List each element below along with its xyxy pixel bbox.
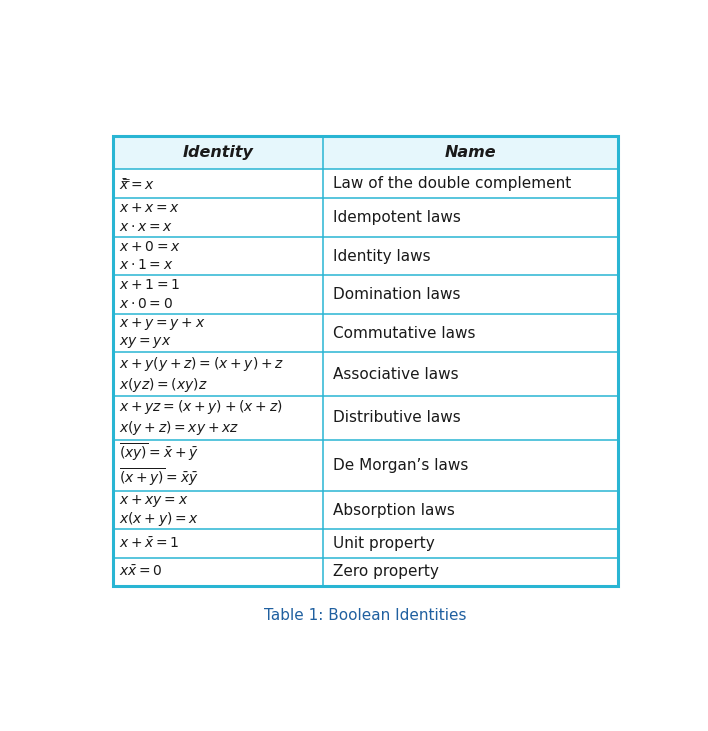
Text: $x+1=1$: $x+1=1$ — [119, 279, 180, 292]
Text: Absorption laws: Absorption laws — [333, 503, 455, 518]
Bar — [113, 135, 618, 586]
Text: Identity laws: Identity laws — [333, 249, 430, 264]
Text: $\overline{(x+y)}=\bar{x}\bar{y}$: $\overline{(x+y)}=\bar{x}\bar{y}$ — [119, 466, 198, 489]
Text: Commutative laws: Commutative laws — [333, 325, 475, 341]
Text: $x+xy=x$: $x+xy=x$ — [119, 493, 188, 509]
Text: $x(x+y)=x$: $x(x+y)=x$ — [119, 510, 199, 529]
Text: Distributive laws: Distributive laws — [333, 410, 460, 425]
Text: $=$: $=$ — [119, 174, 130, 184]
Text: $x+\bar{x}=1$: $x+\bar{x}=1$ — [119, 536, 179, 551]
Text: Identity: Identity — [183, 145, 253, 160]
Text: De Morgan’s laws: De Morgan’s laws — [333, 458, 468, 473]
Text: $\overline{(xy)}=\bar{x}+\bar{y}$: $\overline{(xy)}=\bar{x}+\bar{y}$ — [119, 442, 198, 464]
Text: $xy=yx$: $xy=yx$ — [119, 335, 171, 350]
Text: $x\cdot x=x$: $x\cdot x=x$ — [119, 220, 173, 234]
Text: Idempotent laws: Idempotent laws — [333, 211, 460, 225]
Text: Table 1: Boolean Identities: Table 1: Boolean Identities — [264, 608, 467, 624]
Text: Associative laws: Associative laws — [333, 367, 458, 382]
Bar — [113, 135, 618, 169]
Text: $x(yz)=(xy)z$: $x(yz)=(xy)z$ — [119, 376, 207, 394]
Text: $x+y(y+z)=(x+y)+z$: $x+y(y+z)=(x+y)+z$ — [119, 355, 284, 373]
Text: Law of the double complement: Law of the double complement — [333, 176, 571, 192]
Text: $x+y=y+x$: $x+y=y+x$ — [119, 316, 205, 332]
Text: $x\cdot 1=x$: $x\cdot 1=x$ — [119, 258, 173, 273]
Text: Domination laws: Domination laws — [333, 287, 460, 302]
Text: Zero property: Zero property — [333, 564, 438, 579]
Text: Unit property: Unit property — [333, 536, 434, 551]
Text: $x\bar{x}=0$: $x\bar{x}=0$ — [119, 564, 162, 579]
Bar — [113, 135, 618, 586]
Text: $x+yz=(x+y)+(x+z)$: $x+yz=(x+y)+(x+z)$ — [119, 398, 282, 417]
Text: $x+0=x$: $x+0=x$ — [119, 240, 181, 254]
Text: Name: Name — [445, 145, 496, 160]
Text: $x\cdot 0=0$: $x\cdot 0=0$ — [119, 297, 173, 311]
Text: $x(y+z)=xy+xz$: $x(y+z)=xy+xz$ — [119, 420, 239, 437]
Text: $\bar{x}=x$: $\bar{x}=x$ — [119, 178, 154, 193]
Text: $x+x=x$: $x+x=x$ — [119, 202, 180, 216]
